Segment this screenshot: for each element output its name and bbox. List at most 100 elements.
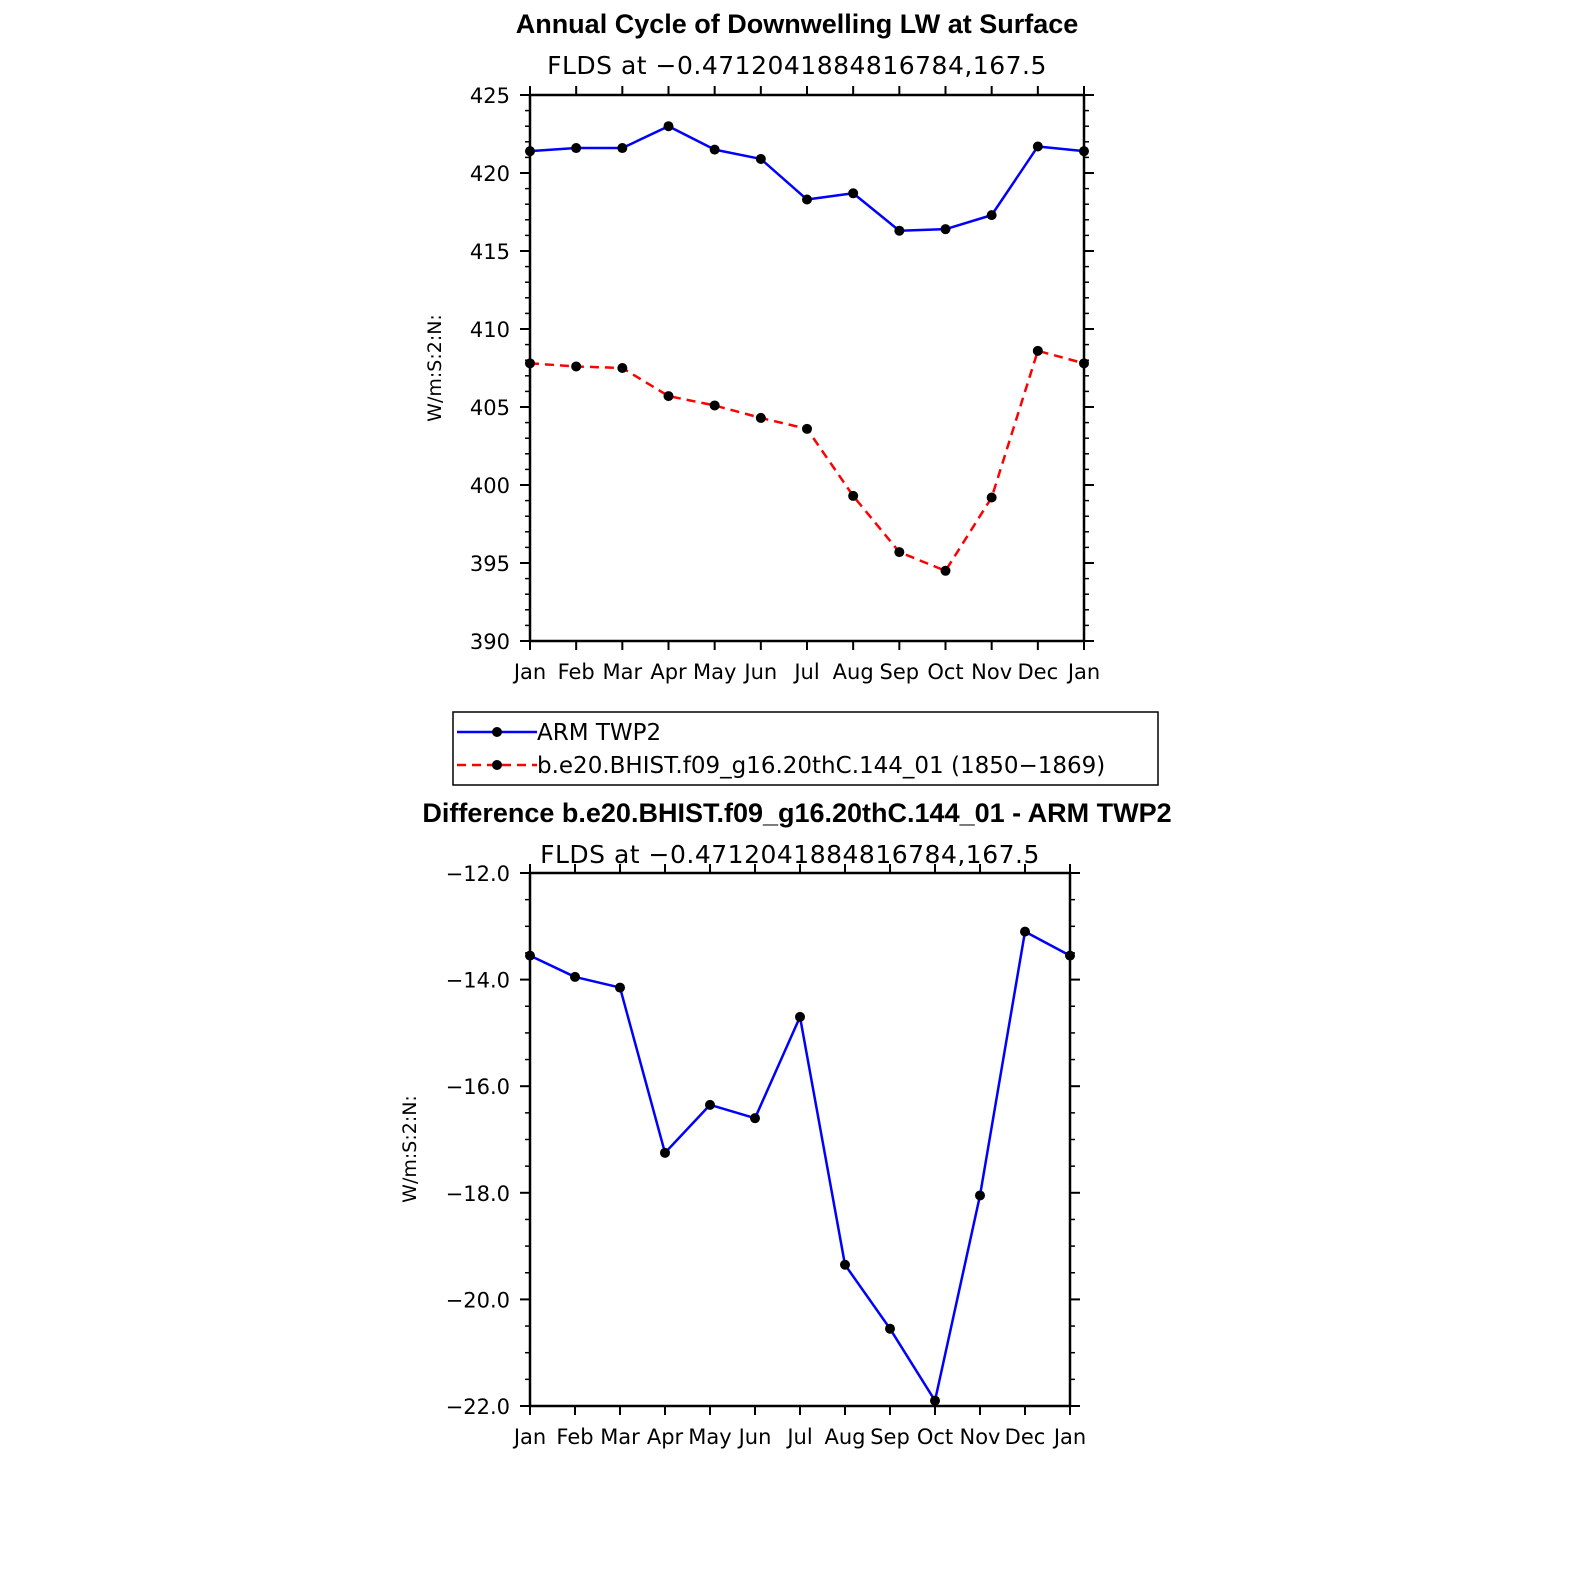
data-point xyxy=(1032,345,1043,356)
legend-marker-arm xyxy=(492,727,502,737)
series-group xyxy=(525,926,1075,1406)
y-tick-label: 395 xyxy=(470,552,510,576)
legend-label-model: b.e20.BHIST.f09_g16.20thC.144_01 (1850−1… xyxy=(537,753,1105,779)
data-point xyxy=(894,547,905,558)
y-tick-label: 425 xyxy=(470,84,510,108)
difference-chart: Difference b.e20.BHIST.f09_g16.20thC.144… xyxy=(399,798,1172,1449)
series-group xyxy=(525,121,1089,576)
x-tick-label: Feb xyxy=(556,1425,593,1449)
y-tick-label: 420 xyxy=(470,162,510,186)
series-line xyxy=(529,930,1071,1402)
data-point xyxy=(986,210,997,221)
data-point xyxy=(940,565,951,576)
legend-label-arm: ARM TWP2 xyxy=(537,720,661,746)
legend: ARM TWP2 b.e20.BHIST.f09_g16.20thC.144_0… xyxy=(452,711,1159,786)
x-tick-label: Aug xyxy=(833,660,874,684)
data-point xyxy=(525,950,535,961)
chart-title: Annual Cycle of Downwelling LW at Surfac… xyxy=(516,9,1079,39)
x-tick-label: Jan xyxy=(1052,1425,1086,1449)
data-point xyxy=(660,1147,670,1158)
y-tick-label: 415 xyxy=(470,240,510,264)
data-point xyxy=(750,1113,760,1124)
data-point xyxy=(755,412,766,423)
y-tick-label: −14.0 xyxy=(446,969,510,993)
x-tick-label: Jul xyxy=(792,660,819,684)
x-tick-label: Apr xyxy=(647,1425,684,1449)
data-point xyxy=(709,400,720,411)
x-tick-label: Jan xyxy=(512,660,546,684)
data-point xyxy=(986,492,997,503)
x-tick-label: Feb xyxy=(558,660,595,684)
plot-frame: Jan Feb Mar Apr May Jun Jul Aug Sep Oct Nov Dec Jan−… xyxy=(446,862,1087,1449)
data-point xyxy=(1079,358,1089,369)
x-tick-label: Mar xyxy=(600,1425,640,1449)
data-point xyxy=(894,225,905,236)
data-point xyxy=(525,358,535,369)
x-tick-label: Oct xyxy=(927,660,963,684)
data-point xyxy=(525,146,535,157)
x-tick-label: Sep xyxy=(870,1425,910,1449)
y-tick-label: 405 xyxy=(470,396,510,420)
y-tick-label: 390 xyxy=(470,630,510,654)
x-tick-label: Nov xyxy=(971,660,1012,684)
y-axis-label: W/m:S:2:N: xyxy=(424,314,446,422)
y-tick-label: −22.0 xyxy=(446,1395,510,1419)
x-tick-label: Mar xyxy=(603,660,643,684)
y-tick-label: −12.0 xyxy=(446,862,510,886)
y-tick-label: −16.0 xyxy=(446,1075,510,1099)
x-tick-label: Jan xyxy=(512,1425,546,1449)
annual-cycle-chart: Annual Cycle of Downwelling LW at Surfac… xyxy=(424,9,1100,684)
y-tick-label: 400 xyxy=(470,474,510,498)
data-point xyxy=(755,153,766,164)
plot-frame: Jan Feb Mar Apr May Jun Jul Aug Sep Oct Nov Dec Jan3… xyxy=(470,84,1100,684)
data-point xyxy=(840,1259,850,1270)
data-point xyxy=(663,121,674,132)
x-tick-label: Sep xyxy=(880,660,920,684)
x-tick-label: Oct xyxy=(917,1425,953,1449)
data-point xyxy=(1079,146,1089,157)
x-tick-label: Dec xyxy=(1005,1425,1046,1449)
legend-marker-model xyxy=(492,760,502,770)
data-point xyxy=(930,1395,940,1406)
series-line xyxy=(529,349,1085,573)
data-point xyxy=(1065,950,1075,961)
data-point xyxy=(1020,926,1030,937)
data-point xyxy=(795,1011,805,1022)
chart-title: Difference b.e20.BHIST.f09_g16.20thC.144… xyxy=(422,798,1171,828)
data-point xyxy=(617,363,628,373)
chart-subtitle: FLDS at −0.4712041884816784,167.5 xyxy=(540,840,1040,869)
x-tick-label: Jun xyxy=(737,1425,772,1449)
data-point xyxy=(663,391,674,402)
x-tick-label: Jun xyxy=(742,660,777,684)
x-tick-label: Dec xyxy=(1018,660,1059,684)
data-point xyxy=(802,194,812,205)
data-point xyxy=(705,1099,715,1110)
data-point xyxy=(885,1323,895,1334)
y-tick-label: 410 xyxy=(470,318,510,342)
x-tick-label: Nov xyxy=(960,1425,1001,1449)
x-tick-label: Aug xyxy=(824,1425,865,1449)
x-tick-label: Jan xyxy=(1066,660,1100,684)
chart-subtitle: FLDS at −0.4712041884816784,167.5 xyxy=(547,51,1047,80)
data-point xyxy=(848,188,859,199)
y-tick-label: −20.0 xyxy=(446,1288,510,1312)
data-point xyxy=(570,971,580,982)
x-tick-label: May xyxy=(688,1425,731,1449)
series-line xyxy=(529,124,1085,232)
data-point xyxy=(709,144,720,155)
data-point xyxy=(571,143,582,154)
data-point xyxy=(802,423,812,434)
legend-box xyxy=(452,711,1159,786)
data-point xyxy=(617,143,628,154)
y-tick-label: −18.0 xyxy=(446,1182,510,1206)
data-point xyxy=(615,982,625,993)
x-tick-label: Apr xyxy=(650,660,687,684)
x-tick-label: Jul xyxy=(785,1425,812,1449)
x-tick-label: May xyxy=(693,660,736,684)
data-point xyxy=(975,1190,985,1201)
data-point xyxy=(1032,141,1043,152)
y-axis-label: W/m:S:2:N: xyxy=(399,1095,421,1203)
data-point xyxy=(848,490,859,501)
data-point xyxy=(571,361,582,372)
